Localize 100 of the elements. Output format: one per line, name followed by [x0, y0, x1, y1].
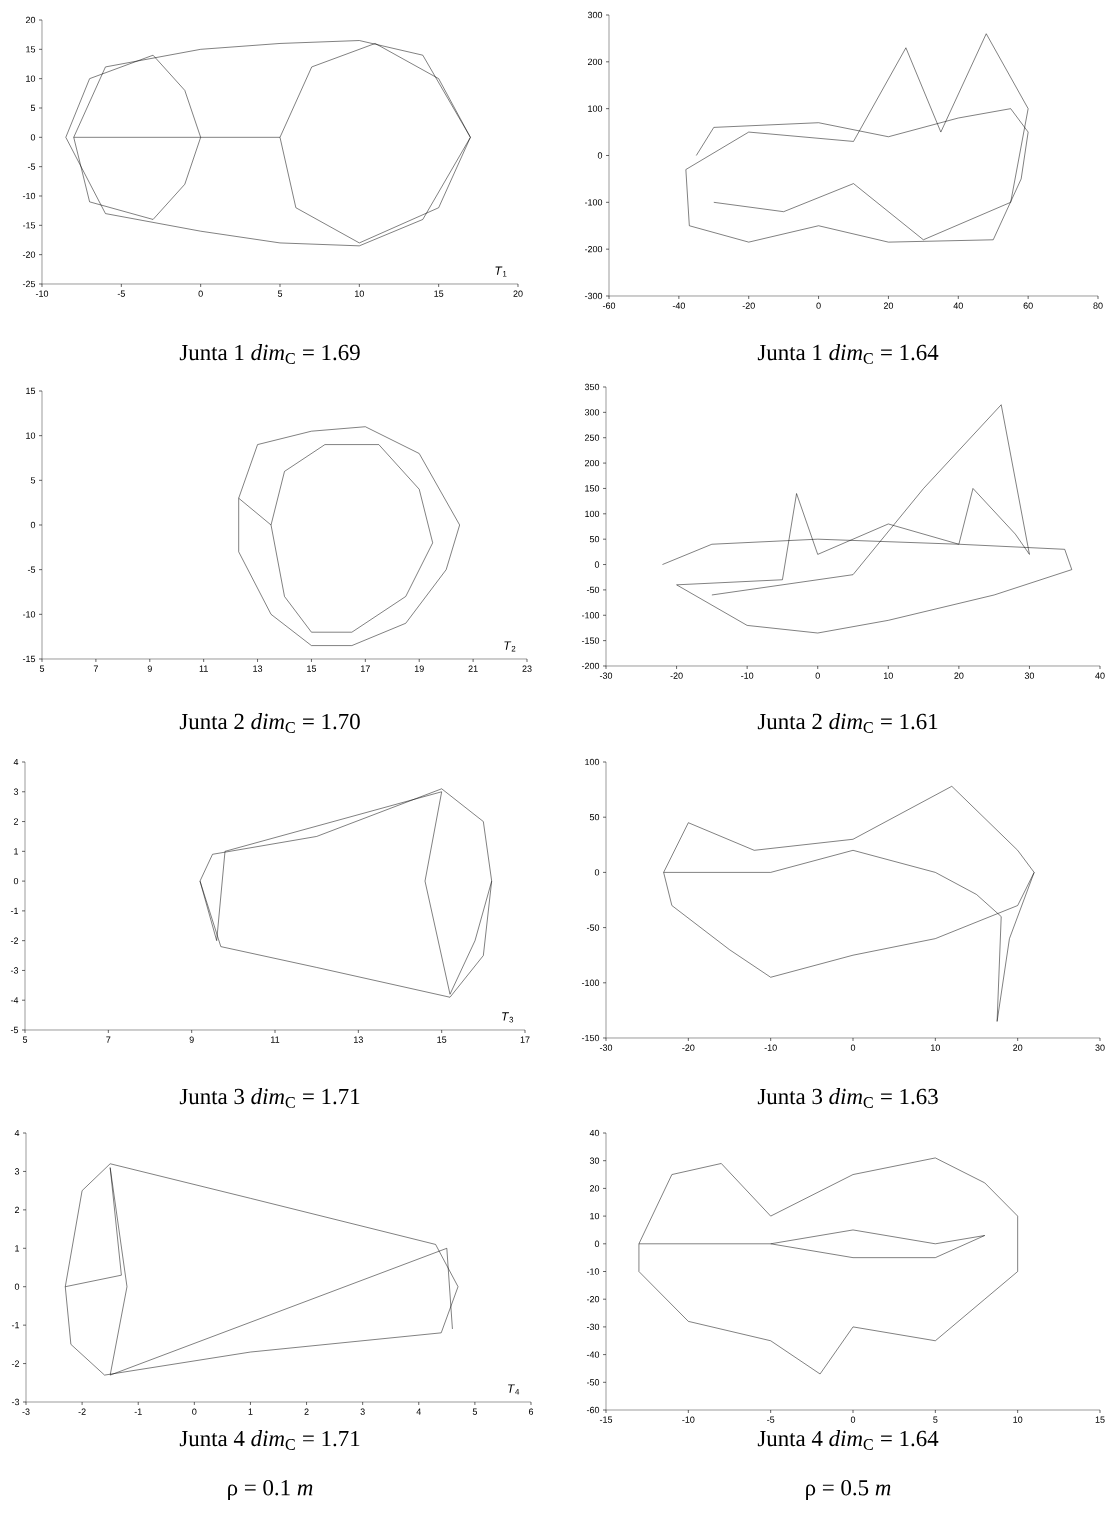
y-tick-label: 3	[13, 788, 19, 795]
line-series	[662, 404, 1073, 634]
y-tick-label: -3	[11, 1398, 20, 1406]
y-tick-label: -50	[586, 1379, 600, 1386]
x-tick-label: 10	[355, 290, 364, 297]
y-tick-label: 200	[587, 58, 603, 65]
y-tick-label: -25	[22, 280, 36, 288]
x-tick-label: 0	[816, 302, 821, 309]
x-tick-label: -10	[764, 1044, 777, 1051]
y-tick-label: -100	[581, 979, 600, 986]
line-series	[663, 786, 1035, 1022]
y-tick-label: 0	[594, 869, 600, 876]
x-tick-label: -5	[117, 290, 125, 297]
x-tick-label: -30	[599, 672, 613, 679]
line-series	[199, 788, 492, 998]
x-tick-label: 60	[1023, 302, 1033, 309]
x-tick-label: -30	[599, 1044, 613, 1051]
y-tick-label: -200	[584, 245, 603, 253]
y-tick-label: 50	[589, 814, 600, 821]
y-tick-label: 10	[26, 75, 36, 82]
y-tick-label: 300	[584, 409, 600, 416]
x-tick-label: 0	[850, 1416, 856, 1423]
y-tick-label: -15	[22, 655, 36, 663]
text: ρ = 0.1 m	[228, 1479, 313, 1501]
y-tick-label: 30	[589, 1157, 600, 1164]
y-tick-label: 100	[585, 510, 600, 517]
x-tick-label: 21	[468, 665, 478, 672]
y-tick-label: -30	[586, 1323, 600, 1331]
text: Junta 4 dim$_{C}$ = 1.64	[757, 1430, 939, 1450]
y-tick-label: 0	[597, 152, 603, 159]
y-tick-label: 15	[26, 387, 36, 395]
y-tick-label: -20	[22, 251, 36, 258]
text: Junta 1 dim$_{C}$ = 1.64	[757, 344, 939, 364]
y-tick-label: 20	[25, 16, 36, 24]
x-tick-label: 20	[1013, 1044, 1023, 1051]
x-tick-label: 17	[520, 1036, 530, 1043]
y-tick-label: 150	[585, 485, 600, 492]
y-tick-label: -1	[10, 907, 19, 914]
x-tick-label: 0	[198, 290, 203, 297]
y-tick-label: -3	[10, 967, 19, 974]
x-tick-label: -10	[35, 290, 49, 297]
x-tick-label: 15	[1095, 1416, 1105, 1423]
text: Junta 2 dim$_{C}$ = 1.61	[757, 713, 938, 733]
x-tick-label: -10	[741, 672, 754, 679]
y-tick-label: -5	[27, 566, 36, 573]
x-tick-label: 17	[361, 665, 370, 672]
x-tick-label: 80	[1093, 302, 1103, 309]
x-tick-label: 15	[307, 665, 317, 672]
x-tick-label: 6	[528, 1408, 534, 1415]
x-tick-label: -60	[602, 302, 616, 309]
y-tick-label: 40	[589, 1129, 600, 1137]
line-series	[65, 1163, 459, 1376]
y-tick-label: -300	[584, 292, 603, 300]
x-tick-label: 20	[883, 302, 894, 309]
y-tick-label: -2	[11, 1360, 20, 1367]
y-tick-label: -2	[10, 937, 19, 944]
x-tick-label: 5	[277, 290, 283, 297]
x-tick-label: 3	[360, 1408, 365, 1415]
x-tick-label: 20	[513, 290, 523, 297]
x-tick-label: 13	[354, 1036, 363, 1043]
x-axis-title: T$_{4}$	[508, 1384, 520, 1395]
y-tick-label: 0	[594, 561, 600, 568]
y-tick-label: 1	[15, 1245, 20, 1252]
text: Junta 3 dim$_{C}$ = 1.71	[179, 1088, 360, 1108]
x-tick-label: 19	[414, 665, 424, 672]
y-tick-label: -150	[581, 1034, 600, 1042]
y-tick-label: -4	[10, 997, 19, 1004]
y-tick-label: -10	[586, 1268, 600, 1275]
y-tick-label: -100	[584, 199, 603, 206]
y-tick-label: 0	[30, 521, 36, 529]
y-tick-label: 10	[590, 1212, 600, 1220]
x-tick-label: 20	[954, 672, 964, 679]
y-tick-label: 50	[589, 535, 600, 543]
y-tick-label: 0	[13, 877, 19, 885]
x-tick-label: -20	[670, 672, 683, 679]
x-tick-label: -20	[742, 302, 755, 309]
x-tick-label: -1	[134, 1408, 142, 1415]
x-tick-label: 10	[1013, 1416, 1023, 1423]
x-tick-label: -2	[78, 1408, 86, 1415]
y-tick-label: 300	[587, 11, 603, 19]
x-tick-label: -5	[767, 1416, 775, 1423]
x-tick-label: 5	[39, 665, 45, 672]
text: Junta 3 dim$_{C}$ = 1.63	[757, 1088, 938, 1108]
x-tick-label: 23	[522, 665, 532, 672]
x-tick-label: 30	[1024, 672, 1035, 679]
line-series	[685, 33, 1029, 243]
text: ρ = 0.5 m	[806, 1479, 891, 1501]
y-tick-label: 5	[30, 104, 36, 112]
y-tick-label: -40	[586, 1351, 600, 1358]
y-tick-label: 2	[14, 1206, 20, 1213]
x-tick-label: 13	[253, 665, 263, 672]
x-tick-label: 7	[106, 1036, 111, 1043]
y-tick-label: -15	[22, 222, 36, 229]
x-tick-label: 15	[434, 290, 444, 297]
x-tick-label: 0	[850, 1044, 856, 1051]
x-tick-label: 40	[1095, 672, 1105, 679]
y-tick-label: 350	[584, 383, 600, 391]
y-tick-label: 200	[584, 459, 600, 467]
x-tick-label: 30	[1095, 1044, 1105, 1051]
y-tick-label: 0	[594, 1240, 600, 1247]
